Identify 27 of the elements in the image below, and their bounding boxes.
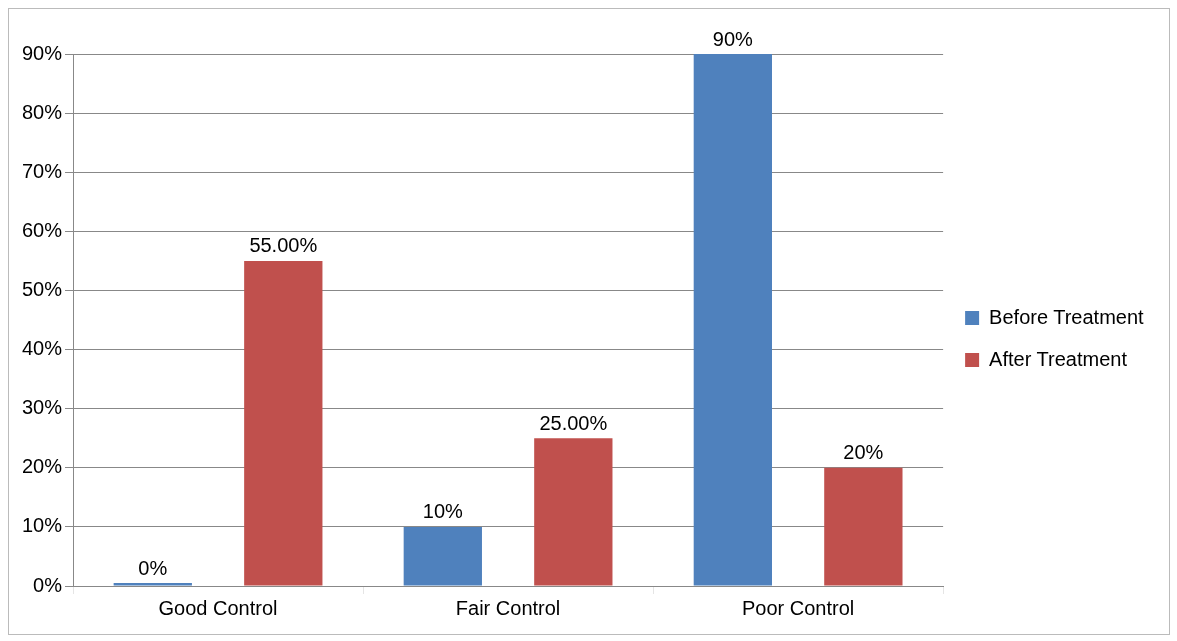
bar (824, 467, 903, 586)
data-label: 55.00% (249, 234, 318, 257)
y-tick-label: 80% (22, 100, 63, 123)
bar (693, 54, 772, 586)
y-tick-label: 60% (22, 218, 63, 241)
data-label: 90% (712, 27, 754, 50)
y-tick-label: 10% (22, 514, 63, 537)
bar (534, 438, 613, 586)
y-tick-label: 40% (22, 337, 63, 360)
bar (403, 526, 482, 586)
data-label: 0% (138, 556, 168, 579)
x-tick-label: Good Control (158, 596, 278, 619)
legend-label: After Treatment (989, 347, 1128, 370)
legend-label: Before Treatment (989, 305, 1145, 328)
x-tick-label: Poor Control (741, 596, 855, 619)
bar (244, 260, 323, 586)
y-tick-label: 50% (22, 277, 63, 300)
data-label: 25.00% (539, 411, 608, 434)
data-label: 10% (422, 500, 464, 523)
y-tick-label: 90% (22, 41, 63, 64)
data-label: 20% (843, 441, 884, 464)
bar (113, 583, 192, 586)
y-tick-label: 30% (22, 396, 63, 419)
y-tick-label: 0% (33, 573, 63, 596)
y-tick-label: 20% (22, 455, 63, 478)
x-tick-label: Fair Control (455, 596, 561, 619)
y-tick-label: 70% (22, 159, 63, 182)
